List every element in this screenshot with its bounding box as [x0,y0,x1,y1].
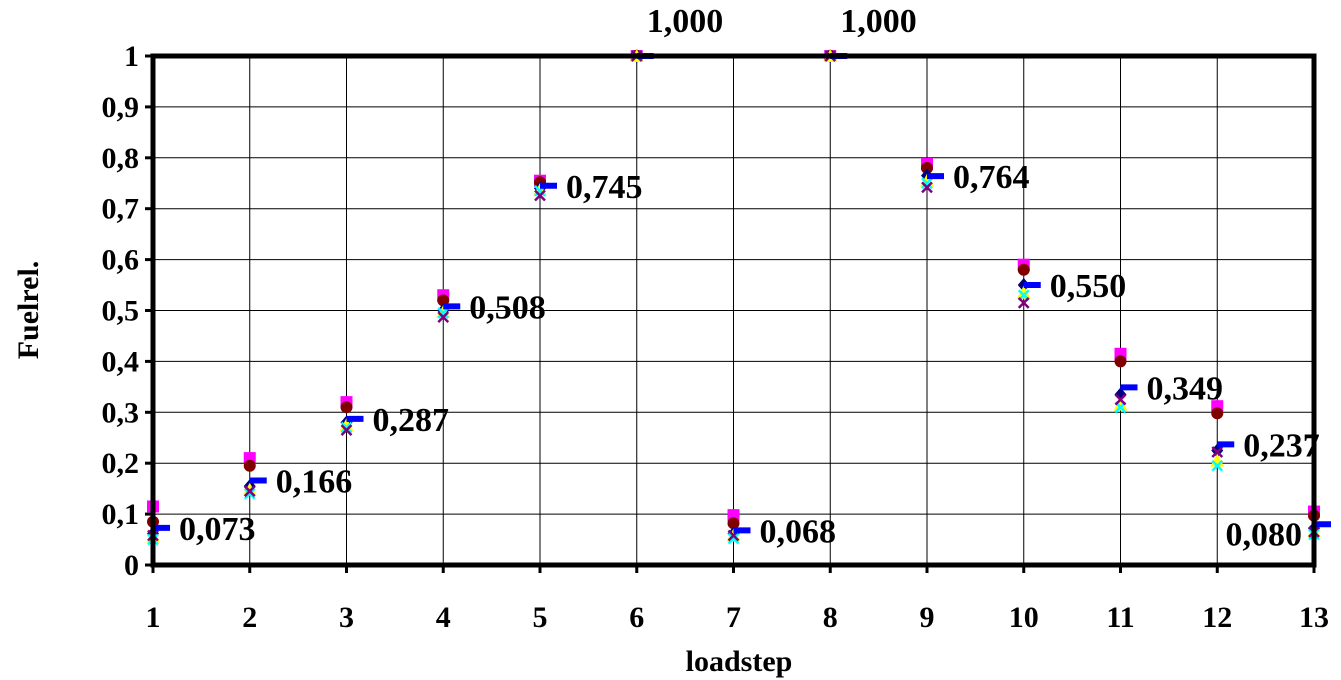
data-point [921,161,933,174]
data-point [243,487,256,500]
data-point [340,421,353,434]
data-label: 0,745 [566,169,643,206]
data-point [243,485,256,498]
y-tick-label: 0,4 [102,345,140,378]
data-point [437,307,450,319]
x-tick-label: 5 [533,601,548,634]
data-point [1211,459,1224,472]
data-label: 0,166 [276,464,353,501]
data-point [340,424,353,436]
data-label: 0,349 [1147,370,1224,407]
data-label: 1,000 [647,3,724,40]
data-points [146,49,1331,546]
x-tick-label: 9 [920,601,935,634]
data-point [534,189,546,202]
y-axis-title: Fuelrel. [12,261,45,360]
x-tick-label: 1 [146,601,161,634]
data-label: 0,068 [760,513,837,550]
y-tick-label: 0,2 [102,447,140,480]
y-tick-label: 0,8 [102,142,140,175]
y-tick-label: 0,1 [102,498,140,531]
data-point [921,177,933,190]
x-tick-label: 3 [339,601,354,634]
y-tick-label: 0,9 [102,91,140,124]
x-tick-label: 7 [726,601,741,634]
data-label: 0,550 [1050,268,1127,305]
y-tick-label: 0,3 [102,396,140,429]
x-tick-labels: 1 2 3 4 5 6 7 8 9 10 11 12 13 [146,601,1330,634]
x-tick-label: 6 [629,601,644,634]
data-point [727,532,740,545]
data-point [1017,263,1030,276]
data-point [1114,355,1127,368]
data-label: 0,073 [179,511,256,548]
data-label: 0,237 [1243,427,1320,464]
data-point [340,401,353,414]
data-label: 0,287 [373,402,450,439]
data-label: 0,080 [1226,516,1303,553]
data-point [1211,446,1224,458]
x-tick-label: 4 [436,601,451,634]
data-label: 0,764 [953,159,1030,196]
x-tick-label: 11 [1106,601,1134,634]
data-point [243,459,256,472]
data-label: 0,508 [469,289,546,326]
data-point [242,482,257,496]
y-tick-label: 1 [124,40,139,73]
data-point [437,294,450,307]
y-tick-label: 0,6 [102,244,140,277]
plot-frame [150,53,1317,568]
data-point [1016,285,1031,299]
data-point [1114,393,1127,406]
x-tick-label: 2 [242,601,257,634]
data-labels: 0,073 0,166 0,287 0,508 0,745 1,000 0,068 1,000… [179,3,1320,553]
y-tick-labels: 0 0,1 0,2 0,3 0,4 0,5 0,6 0,7 0,8 0,9 1 [102,40,140,582]
x-tick-label: 8 [823,601,838,634]
data-point [437,311,450,324]
x-tick-label: 13 [1299,601,1329,634]
x-tick-label: 12 [1202,601,1232,634]
data-point [1211,407,1224,420]
data-label: 1,000 [840,3,917,40]
y-tick-label: 0,5 [102,295,140,328]
data-point [1017,296,1030,309]
y-tick-label: 0 [124,549,139,582]
x-tick-label: 10 [1009,601,1039,634]
data-point [1113,397,1128,411]
y-tick-label: 0,7 [102,193,140,226]
x-axis-title: loadstep [686,645,793,678]
data-point [921,181,933,194]
data-point [727,517,740,530]
